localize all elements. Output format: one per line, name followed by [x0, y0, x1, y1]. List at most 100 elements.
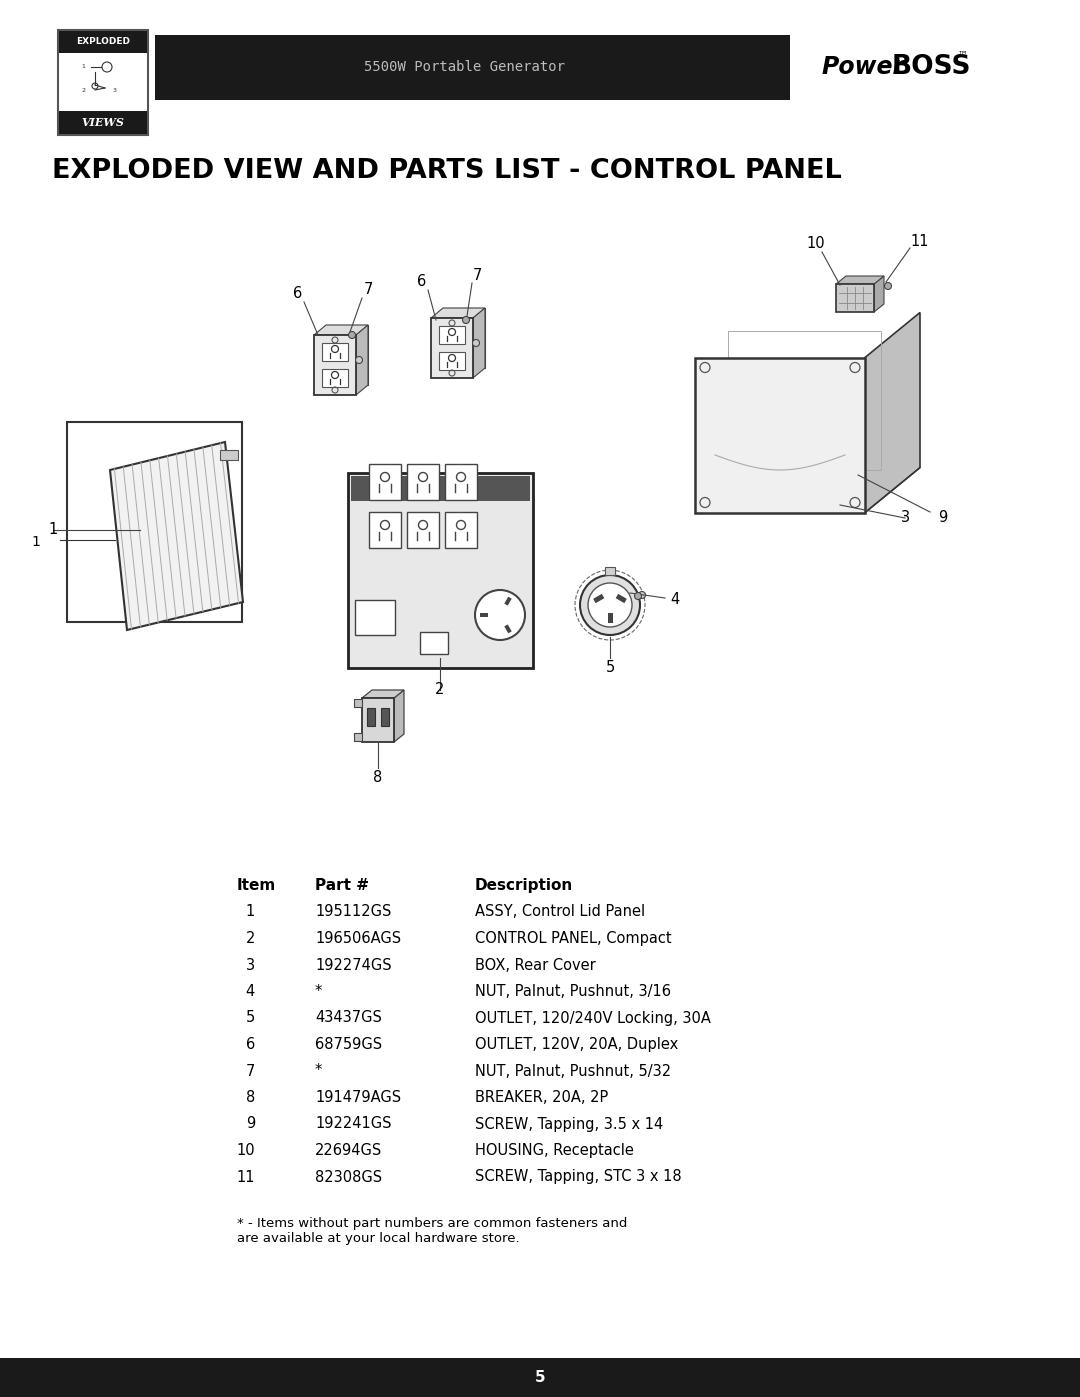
- Bar: [156, 35, 789, 101]
- Text: 3: 3: [113, 88, 117, 92]
- Text: HOUSING, Receptacle: HOUSING, Receptacle: [475, 1143, 634, 1158]
- Polygon shape: [473, 307, 485, 379]
- Bar: [58, 29, 148, 136]
- Text: *: *: [315, 983, 322, 999]
- Text: ASSY, Control Lid Panel: ASSY, Control Lid Panel: [475, 904, 645, 919]
- Text: Item: Item: [237, 877, 276, 893]
- Polygon shape: [696, 468, 920, 513]
- Text: 7: 7: [472, 267, 482, 282]
- Text: 2: 2: [435, 683, 445, 697]
- Polygon shape: [836, 277, 885, 284]
- Bar: [616, 594, 626, 604]
- Text: 7: 7: [363, 282, 373, 298]
- Text: 6: 6: [246, 1037, 255, 1052]
- Text: OUTLET, 120/240V Locking, 30A: OUTLET, 120/240V Locking, 30A: [475, 1010, 711, 1025]
- Text: 195112GS: 195112GS: [315, 904, 391, 919]
- Text: OUTLET, 120V, 20A, Duplex: OUTLET, 120V, 20A, Duplex: [475, 1037, 678, 1052]
- Bar: [220, 450, 238, 460]
- Polygon shape: [356, 326, 368, 395]
- Text: 43437GS: 43437GS: [315, 1010, 382, 1025]
- Text: NUT, Palnut, Pushnut, 3/16: NUT, Palnut, Pushnut, 3/16: [475, 983, 671, 999]
- Text: 192241GS: 192241GS: [315, 1116, 391, 1132]
- Text: 5: 5: [246, 1010, 255, 1025]
- Text: 5: 5: [606, 661, 615, 676]
- Bar: [322, 369, 348, 387]
- Circle shape: [635, 592, 642, 599]
- Polygon shape: [431, 307, 485, 319]
- Text: ™: ™: [958, 49, 968, 59]
- Circle shape: [580, 576, 640, 636]
- Polygon shape: [326, 326, 368, 386]
- Text: 1: 1: [246, 904, 255, 919]
- Circle shape: [355, 356, 363, 363]
- Polygon shape: [865, 313, 920, 513]
- Text: 4: 4: [671, 592, 679, 608]
- Text: 191479AGS: 191479AGS: [315, 1090, 401, 1105]
- Bar: [504, 597, 512, 606]
- Text: 196506AGS: 196506AGS: [315, 930, 401, 946]
- Bar: [420, 631, 448, 654]
- Text: 4: 4: [246, 983, 255, 999]
- Text: Part #: Part #: [315, 877, 369, 893]
- Bar: [354, 733, 362, 740]
- Bar: [607, 613, 612, 623]
- Text: 6: 6: [417, 274, 427, 289]
- Text: NUT, Palnut, Pushnut, 5/32: NUT, Palnut, Pushnut, 5/32: [475, 1063, 671, 1078]
- Text: 1: 1: [81, 64, 85, 70]
- Bar: [438, 326, 465, 344]
- Text: SCREW, Tapping, STC 3 x 18: SCREW, Tapping, STC 3 x 18: [475, 1169, 681, 1185]
- Circle shape: [475, 590, 525, 640]
- Text: 5500W Portable Generator: 5500W Portable Generator: [365, 60, 566, 74]
- Bar: [593, 594, 605, 604]
- Bar: [407, 464, 438, 500]
- Bar: [445, 511, 477, 548]
- Text: 10: 10: [237, 1143, 255, 1158]
- Text: 3: 3: [901, 510, 909, 525]
- Text: *: *: [315, 1063, 322, 1078]
- Bar: [407, 511, 438, 548]
- Text: 10: 10: [807, 236, 825, 251]
- Text: 5: 5: [535, 1369, 545, 1384]
- Bar: [728, 331, 881, 469]
- Circle shape: [885, 282, 891, 289]
- Text: BREAKER, 20A, 2P: BREAKER, 20A, 2P: [475, 1090, 608, 1105]
- Bar: [67, 422, 242, 622]
- Bar: [381, 708, 389, 726]
- Text: A: A: [378, 485, 382, 490]
- Circle shape: [349, 331, 355, 338]
- Bar: [314, 335, 356, 395]
- Text: BOSS: BOSS: [892, 54, 972, 80]
- Text: 9: 9: [939, 510, 947, 524]
- Text: 8: 8: [246, 1090, 255, 1105]
- Circle shape: [462, 317, 470, 324]
- Bar: [367, 708, 375, 726]
- Text: 1: 1: [49, 522, 57, 538]
- Bar: [605, 567, 615, 576]
- Bar: [354, 698, 362, 707]
- Polygon shape: [362, 690, 404, 698]
- Bar: [445, 464, 477, 500]
- Bar: [348, 472, 532, 668]
- Bar: [438, 352, 465, 370]
- Text: 11: 11: [237, 1169, 255, 1185]
- Bar: [836, 284, 874, 312]
- Text: 192274GS: 192274GS: [315, 957, 392, 972]
- Bar: [431, 319, 473, 379]
- Text: EXPLODED VIEW AND PARTS LIST - CONTROL PANEL: EXPLODED VIEW AND PARTS LIST - CONTROL P…: [52, 158, 841, 184]
- Polygon shape: [874, 277, 885, 312]
- Text: 22694GS: 22694GS: [315, 1143, 382, 1158]
- Circle shape: [588, 583, 632, 627]
- Text: 9: 9: [246, 1116, 255, 1132]
- Text: VIEWS: VIEWS: [82, 117, 124, 129]
- Polygon shape: [443, 307, 485, 367]
- Bar: [0, 1358, 1080, 1397]
- Bar: [369, 511, 401, 548]
- Bar: [480, 613, 488, 617]
- Bar: [59, 31, 147, 53]
- Text: 6: 6: [294, 286, 302, 302]
- Text: 2: 2: [245, 930, 255, 946]
- Polygon shape: [314, 326, 368, 335]
- Text: SCREW, Tapping, 3.5 x 14: SCREW, Tapping, 3.5 x 14: [475, 1116, 663, 1132]
- Text: 1: 1: [31, 535, 40, 549]
- Bar: [59, 110, 147, 134]
